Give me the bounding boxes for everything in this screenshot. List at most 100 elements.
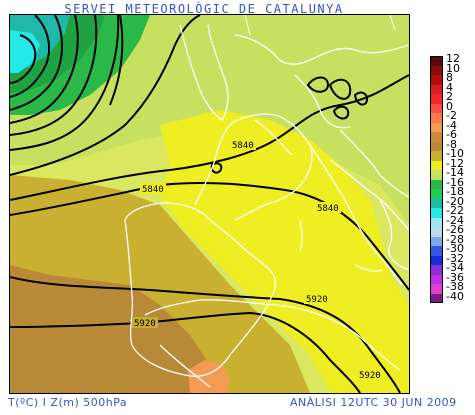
footer-right-label: ANÀLISI 12UTC 30 JUN 2009: [290, 396, 457, 409]
contour-label-c: 5840: [317, 204, 339, 214]
legend-label: -24: [446, 213, 464, 227]
legend-swatch: [430, 208, 443, 218]
coastline-greece: [379, 199, 409, 271]
coastline-sardinia: [299, 219, 303, 251]
legend-swatch: [430, 265, 443, 275]
legend-label: -10: [446, 147, 464, 160]
contour-line-3: [10, 15, 63, 111]
legend-swatch: [430, 170, 443, 180]
contour-label-bg-a: [230, 139, 256, 150]
legend-row: -26: [430, 224, 475, 237]
legend-swatch: [430, 227, 443, 237]
legend-swatch: [430, 217, 443, 227]
legend-label: 0: [446, 99, 453, 113]
legend-label: -36: [446, 270, 464, 284]
legend-row: -30: [430, 242, 475, 256]
legend-swatch: [430, 255, 443, 265]
legend-swatch: [430, 103, 443, 113]
coastline-france: [194, 113, 313, 221]
temperature-legend: 12 10 8 4 2 0 -2 -4 -6 -8 -10 -12 -14 -16 -18 -20 -22 -24…: [430, 52, 475, 303]
legend-row: -38: [430, 280, 475, 294]
contour-label-b: 5840: [142, 185, 164, 195]
legend-row: -20: [430, 194, 475, 208]
legend-row: -14: [430, 166, 475, 180]
contour-label-d: 5920: [306, 295, 328, 305]
legend-row: -10: [430, 147, 475, 161]
legend-row: -36: [430, 270, 475, 284]
contour-line-5: [10, 15, 98, 136]
closed-contour-1: [306, 76, 330, 93]
legend-swatch: [430, 236, 443, 246]
legend-label: -14: [446, 166, 464, 179]
contour-line-10: [10, 276, 401, 393]
legend-row: -22: [430, 204, 475, 218]
legend-swatch: [430, 189, 443, 199]
field-yellow: [160, 110, 409, 393]
contour-line-6: [10, 15, 120, 151]
legend-label: -34: [446, 261, 464, 274]
contour-line-11: [10, 311, 361, 393]
legend-swatch: [430, 113, 443, 123]
legend-swatch: [430, 274, 443, 284]
coastline-adriatic: [329, 159, 409, 231]
legend-label: 10: [446, 61, 460, 75]
legend-label: -30: [446, 242, 464, 255]
forecast-map: 5840 5840 5840 5920 5920 5920: [9, 14, 410, 394]
legend-row: 0: [430, 99, 475, 113]
legend-swatch: [430, 160, 443, 170]
legend-label: -32: [446, 251, 464, 265]
legend-label: -6: [446, 128, 457, 141]
legend-swatch: [430, 132, 443, 142]
graticule-2: [389, 15, 396, 31]
legend-row: -12: [430, 156, 475, 170]
legend-label: 2: [446, 90, 453, 103]
legend-swatch: [430, 198, 443, 208]
legend-row: -40: [430, 289, 475, 303]
coastline-italy: [309, 144, 403, 286]
contour-label-e: 5920: [134, 319, 156, 329]
legend-swatch: [430, 94, 443, 104]
contour-label-f: 5920: [359, 371, 381, 381]
closed-contour-2: [328, 78, 352, 100]
closed-contour-5: [210, 162, 223, 174]
legend-row: -2: [430, 110, 475, 123]
contour-line-8: [10, 74, 409, 201]
legend-label: -38: [446, 280, 464, 293]
legend-row: -34: [430, 261, 475, 275]
contour-label-bg-d: [304, 293, 330, 304]
closed-contour-3: [332, 105, 350, 120]
coastline-scandinavia: [234, 34, 409, 65]
legend-row: -28: [430, 232, 475, 246]
contour-line-9: [10, 181, 409, 291]
legend-row: 12: [430, 52, 475, 66]
graticule-1: [244, 15, 251, 36]
legend-row: -8: [430, 138, 475, 151]
contour-label-bg-c: [315, 202, 341, 213]
legend-label: -12: [446, 156, 464, 170]
legend-row: 10: [430, 61, 475, 75]
legend-row: -4: [430, 119, 475, 132]
legend-swatch: [430, 56, 443, 66]
legend-row: -16: [430, 176, 475, 189]
legend-label: -18: [446, 185, 464, 198]
contour-label-bg-f: [357, 369, 383, 380]
contour-line-4: [10, 15, 79, 124]
legend-label: -28: [446, 232, 464, 246]
legend-row: -6: [430, 128, 475, 142]
legend-swatch: [430, 284, 443, 294]
footer-left-label: T(ºC) I Z(m) 500hPa: [8, 396, 128, 409]
legend-swatch: [430, 65, 443, 75]
legend-swatch: [430, 122, 443, 132]
legend-swatch: [430, 246, 443, 256]
field-orange-patch: [188, 360, 230, 393]
contour-line-1: [10, 34, 37, 84]
legend-label: 12: [446, 52, 460, 65]
border-balkans: [339, 129, 409, 198]
contour-label-a: 5840: [232, 141, 254, 151]
legend-label: -40: [446, 289, 464, 303]
legend-swatch: [430, 179, 443, 189]
legend-label: -20: [446, 194, 464, 208]
legend-label: 8: [446, 71, 453, 84]
contour-label-bg-e: [132, 317, 158, 328]
legend-label: -22: [446, 204, 464, 217]
